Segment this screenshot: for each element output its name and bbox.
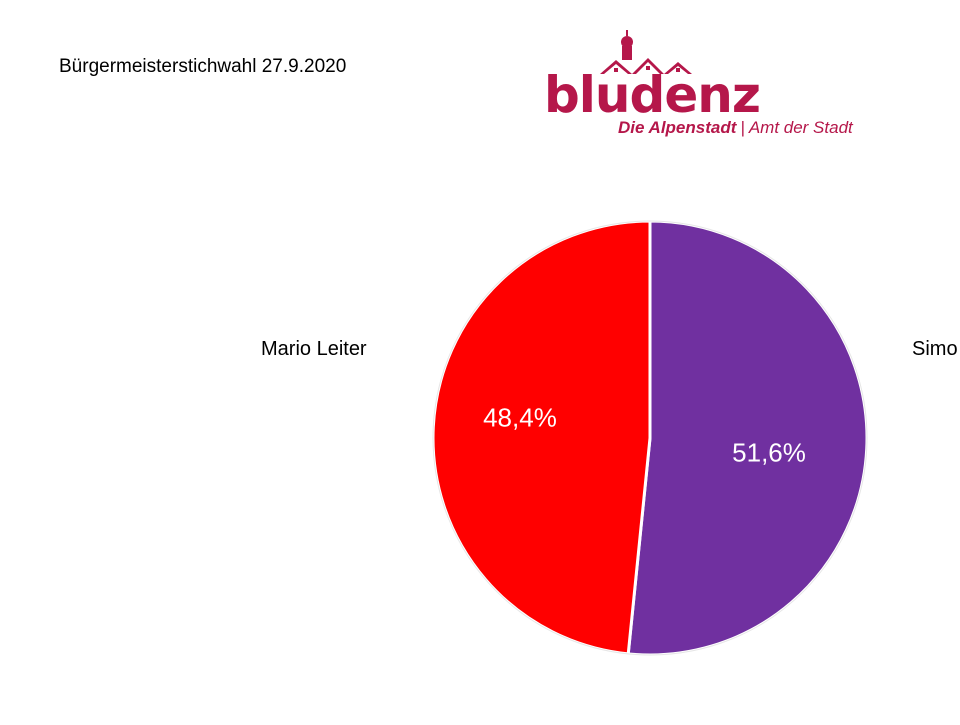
logo-tagline: Die Alpenstadt | Amt der Stadt <box>618 118 853 138</box>
series-label-simo: Simo <box>912 338 958 360</box>
logo-wordmark: bludenz <box>544 66 761 124</box>
logo-rooftops-icon <box>600 30 692 74</box>
data-label-mario-leiter: 48,4% <box>483 402 557 432</box>
bludenz-logo: bludenz Die Alpenstadt | Amt der Stadt <box>540 28 880 148</box>
logo-tagline-rest: Amt der Stadt <box>748 118 853 137</box>
data-label-simo: 51,6% <box>732 437 806 467</box>
pie-slice-mario-leiter <box>431 219 652 656</box>
series-label-mario-leiter: Mario Leiter <box>261 338 367 360</box>
logo-tagline-separator: | <box>740 118 745 137</box>
logo-tagline-bold: Die Alpenstadt <box>618 118 737 137</box>
pie-outline <box>432 220 868 656</box>
slide-title: Bürgermeisterstichwahl 27.9.2020 <box>59 56 347 77</box>
